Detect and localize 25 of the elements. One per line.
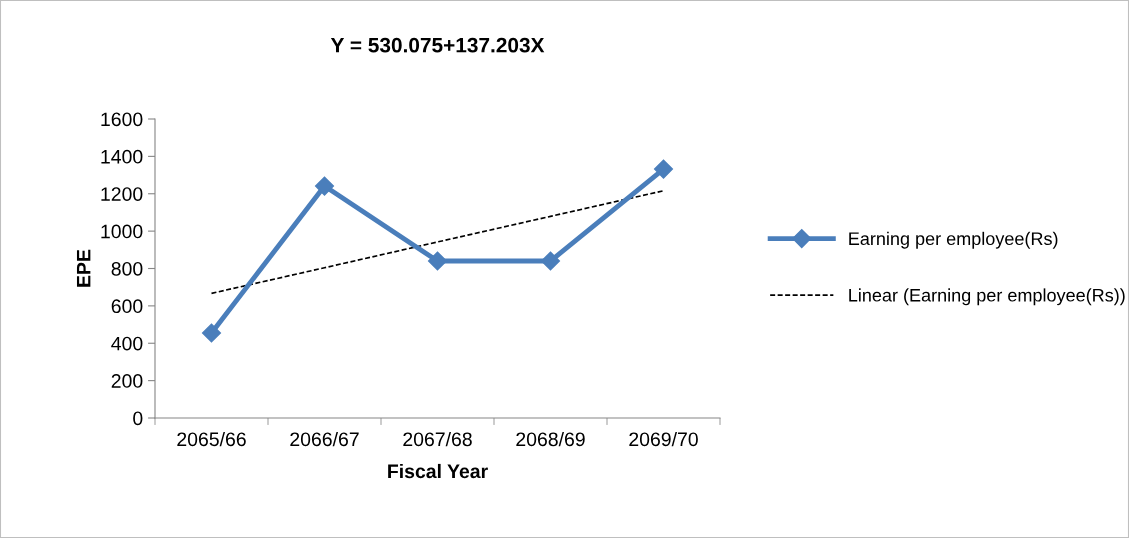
y-tick-label: 1200 <box>101 187 143 201</box>
y-tick-label: 1000 <box>101 224 143 239</box>
y-tick-label: 800 <box>111 261 143 276</box>
y-axis-title: EPE <box>76 249 91 287</box>
y-tick-label: 0 <box>133 411 143 426</box>
line-series <box>210 189 665 295</box>
legend-label: Earning per employee(Rs) <box>849 231 1058 249</box>
point <box>427 251 448 271</box>
y-tick-label: 1600 <box>101 112 143 127</box>
point <box>201 323 222 343</box>
y-tick-label: 600 <box>111 299 143 314</box>
x-axis-title: Fiscal Year <box>388 463 488 479</box>
x-tick-label: 2069/70 <box>629 431 698 447</box>
y-tick-label: 1400 <box>101 149 143 164</box>
legend-label: Linear (Earning per employee(Rs)) <box>849 288 1125 306</box>
point <box>653 159 674 179</box>
point <box>540 251 561 271</box>
x-tick-label: 2067/68 <box>403 431 472 447</box>
x-tick-label: 2068/69 <box>516 431 585 447</box>
x-tick-label: 2065/66 <box>177 431 246 447</box>
x-tick-label: 2066/67 <box>290 431 359 447</box>
chart-title: Y = 530.075+137.203X <box>330 37 545 53</box>
point <box>314 176 335 196</box>
y-tick-label: 200 <box>111 374 143 388</box>
y-tick-label: 400 <box>111 336 143 351</box>
